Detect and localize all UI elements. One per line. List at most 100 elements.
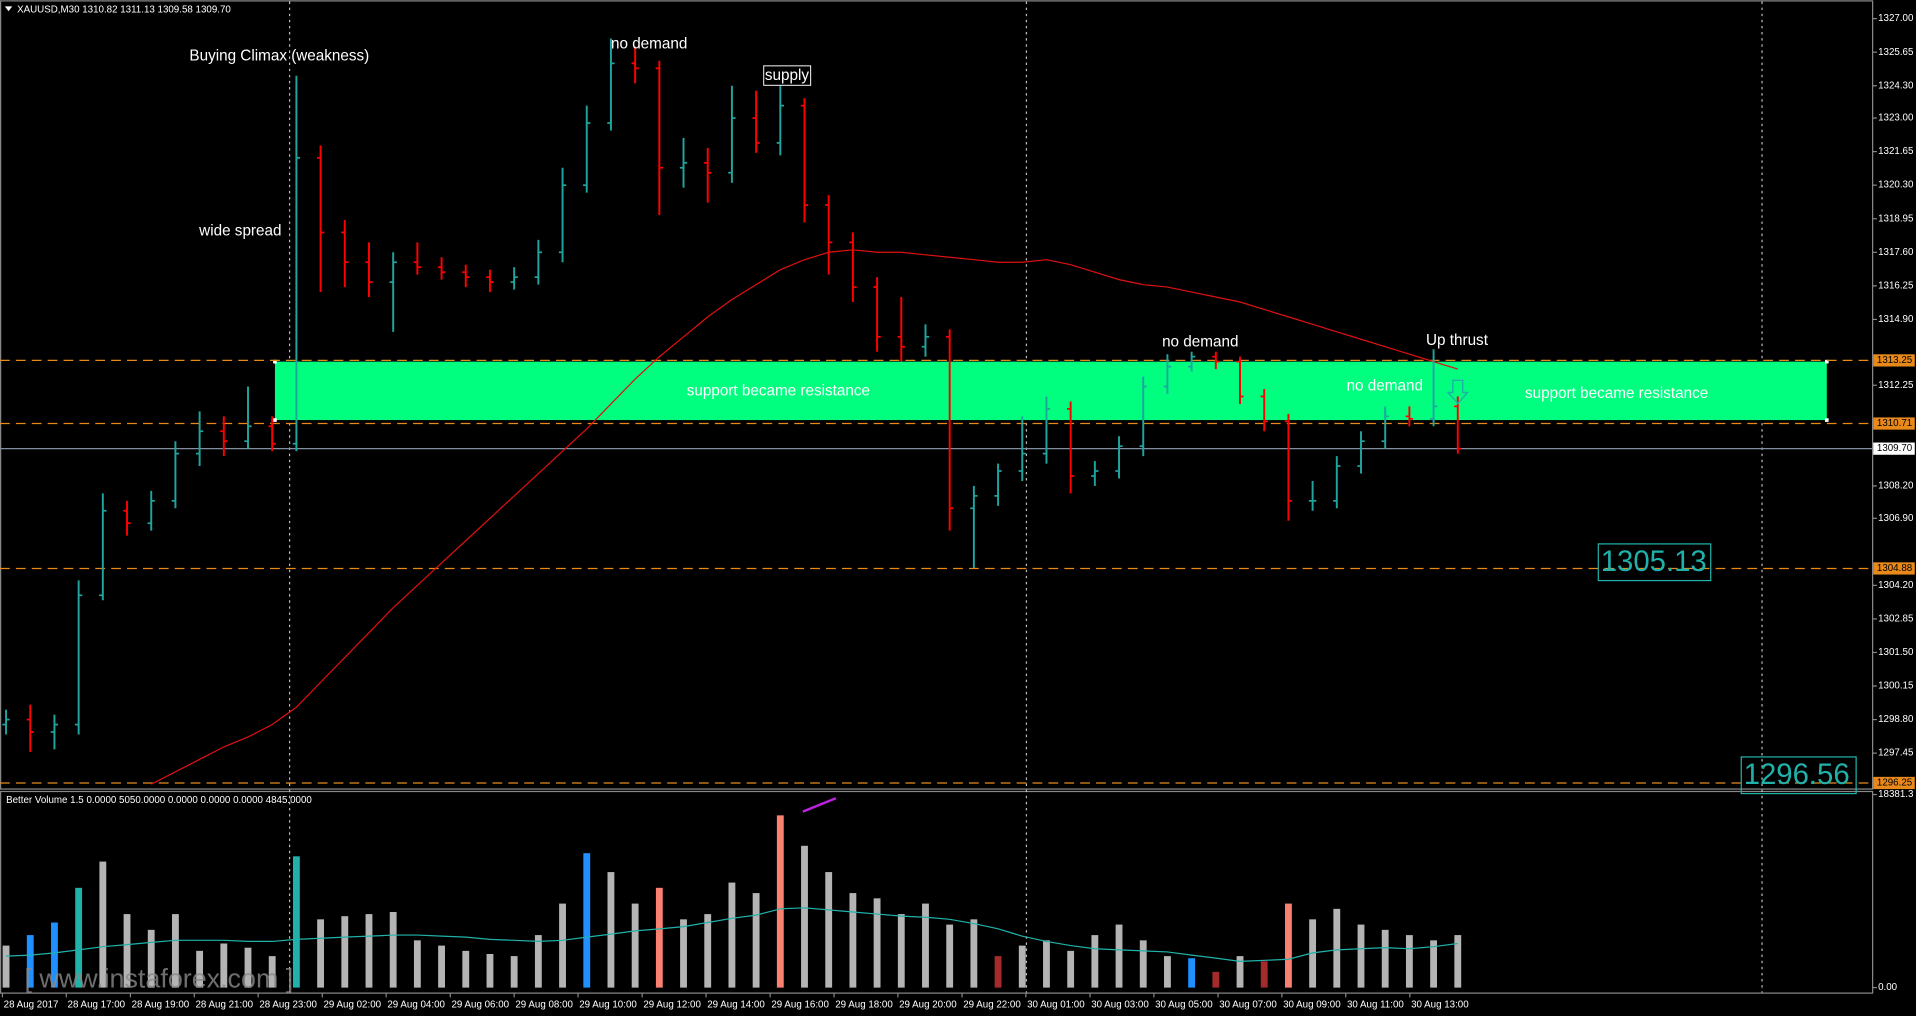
annotation: Up thrust xyxy=(1426,332,1489,349)
current-price-tag xyxy=(1873,442,1915,455)
price-box xyxy=(1740,756,1857,795)
x-tick-label: 29 Aug 12:00 xyxy=(643,999,701,1010)
volume-bar xyxy=(1260,961,1268,988)
x-tick-label: 28 Aug 23:00 xyxy=(259,999,317,1010)
x-tick-label: 28 Aug 2017 xyxy=(4,999,59,1010)
volume-bar xyxy=(1188,958,1196,988)
volume-bar xyxy=(752,893,760,988)
volume-bar xyxy=(1236,956,1244,988)
volume-bar xyxy=(1115,924,1123,988)
x-tick-label: 29 Aug 08:00 xyxy=(515,999,573,1010)
volume-ma xyxy=(6,907,1458,962)
level-tag xyxy=(1873,417,1915,430)
level-label: 1313.25 xyxy=(1877,355,1913,366)
price-panel-frame xyxy=(0,0,1874,790)
y-tick-label: 1300.15 xyxy=(1878,681,1914,692)
y-tick-label: 1316.25 xyxy=(1878,280,1914,291)
volume-bar xyxy=(365,914,373,988)
annotation: no demand xyxy=(1162,333,1238,350)
x-tick-label: 29 Aug 22:00 xyxy=(963,999,1021,1010)
x-tick-label: 30 Aug 03:00 xyxy=(1091,999,1149,1010)
level-label: 1304.88 xyxy=(1877,563,1912,574)
volume-bar xyxy=(1164,956,1171,988)
current-price-label: 1309.70 xyxy=(1877,443,1913,454)
volume-bar xyxy=(1430,940,1438,988)
price-box-label: 1296.56 xyxy=(1744,758,1850,791)
y-tick-label: 1297.45 xyxy=(1878,748,1914,759)
sr-zone xyxy=(274,361,1827,421)
volume-bar xyxy=(704,914,712,988)
volume-bar xyxy=(1091,935,1099,988)
volume-bar xyxy=(1333,908,1341,988)
x-tick-label: 30 Aug 11:00 xyxy=(1347,999,1404,1010)
volume-bar xyxy=(26,935,34,988)
volume-bar xyxy=(413,940,421,988)
volume-bar xyxy=(1284,903,1292,988)
x-tick-label: 29 Aug 16:00 xyxy=(771,999,829,1010)
volume-bar xyxy=(244,947,252,988)
level-tag xyxy=(1873,562,1915,575)
annotation: support became resistance xyxy=(687,382,870,399)
y-tick-label: 1304.20 xyxy=(1878,580,1914,591)
x-tick-label: 29 Aug 04:00 xyxy=(387,999,445,1010)
volume-bar xyxy=(1067,950,1075,988)
level-label: 1296.25 xyxy=(1877,778,1913,789)
annotation: no demand xyxy=(1347,377,1423,394)
down-arrow xyxy=(1446,379,1470,405)
volume-bar xyxy=(607,872,615,988)
volume-bar xyxy=(825,872,833,988)
volume-bar xyxy=(1454,935,1462,988)
volume-bar xyxy=(1381,929,1389,988)
annotation: no demand xyxy=(611,35,687,52)
x-tick-label: 28 Aug 21:00 xyxy=(196,999,254,1010)
annotation-box xyxy=(763,65,812,86)
y-tick-label: 1312.25 xyxy=(1878,380,1914,391)
volume-bar xyxy=(655,887,663,988)
zone-handle xyxy=(273,418,277,422)
price-box xyxy=(1597,543,1712,582)
volume-bar xyxy=(922,903,929,988)
x-tick-label: 30 Aug 05:00 xyxy=(1155,999,1213,1010)
volume-bar xyxy=(317,919,325,988)
y-tick-label: 1321.65 xyxy=(1878,146,1914,157)
volume-bar xyxy=(728,882,736,988)
volume-bar xyxy=(438,945,445,988)
volume-y-tick-label: 18381.3 xyxy=(1878,789,1913,800)
x-tick-label: 30 Aug 07:00 xyxy=(1219,999,1277,1010)
volume-bar xyxy=(147,929,155,988)
y-tick-label: 1301.50 xyxy=(1878,647,1914,658)
volume-title: Better Volume 1.5 0.0000 5050.0000 0.000… xyxy=(6,795,312,806)
volume-bar xyxy=(220,943,228,988)
zone-handle xyxy=(1824,418,1829,422)
moving-average xyxy=(150,249,1458,785)
y-tick-label: 1320.30 xyxy=(1878,180,1914,191)
x-tick-label: 30 Aug 01:00 xyxy=(1027,999,1085,1010)
volume-bar xyxy=(1139,940,1147,988)
volume-bar xyxy=(196,950,204,988)
volume-bar xyxy=(171,914,179,988)
x-tick-label: 29 Aug 02:00 xyxy=(324,999,382,1010)
volume-bar xyxy=(1212,971,1220,988)
y-tick-label: 1323.00 xyxy=(1878,113,1914,124)
y-tick-label: 1324.30 xyxy=(1878,80,1914,91)
volume-bar xyxy=(75,887,83,988)
volume-bar xyxy=(268,956,276,988)
y-tick-label: 1314.90 xyxy=(1878,314,1914,325)
volume-bar xyxy=(776,815,784,988)
volume-bar xyxy=(389,911,397,988)
volume-bar xyxy=(849,893,857,988)
level-label: 1310.71 xyxy=(1877,418,1912,429)
x-tick-label: 30 Aug 09:00 xyxy=(1283,999,1341,1010)
annotation: wide spread xyxy=(198,222,281,239)
volume-bar xyxy=(994,956,1002,988)
y-tick-label: 1306.90 xyxy=(1878,513,1914,524)
volume-bar xyxy=(801,845,808,988)
x-tick-label: 29 Aug 06:00 xyxy=(452,999,510,1010)
volume-bar xyxy=(534,935,542,988)
volume-bar xyxy=(462,950,470,988)
y-tick-label: 1302.85 xyxy=(1878,613,1914,624)
volume-bar xyxy=(873,898,881,988)
x-tick-label: 28 Aug 17:00 xyxy=(68,999,126,1010)
